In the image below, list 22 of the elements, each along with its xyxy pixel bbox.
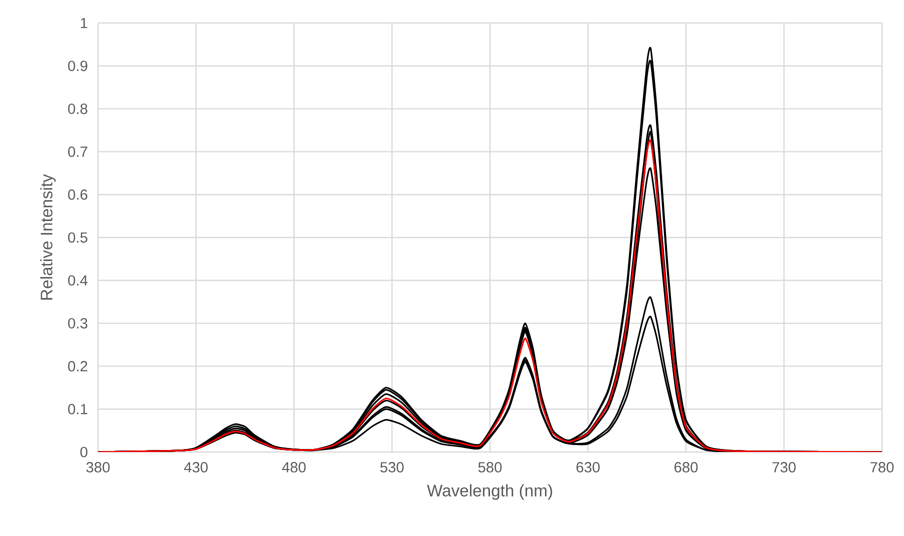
y-tick-label: 0.1: [68, 404, 88, 414]
y-tick-label: 0.8: [68, 104, 88, 114]
x-tick-label: 380: [86, 462, 110, 472]
x-tick-label: 430: [184, 462, 208, 472]
x-tick-label: 680: [674, 462, 698, 472]
x-tick-label: 730: [772, 462, 796, 472]
y-tick-label: 0.9: [68, 60, 88, 72]
y-tick-label: 0.2: [68, 361, 88, 372]
x-tick-label: 580: [478, 462, 502, 472]
x-axis-title: Wavelength (nm): [426, 484, 552, 500]
y-tick-label: 1: [80, 18, 88, 28]
x-tick-label: 530: [380, 462, 404, 472]
y-tick-label: 0.5: [68, 232, 88, 243]
y-axis-title: Relative Intensity: [40, 174, 56, 300]
x-tick-label: 630: [576, 462, 600, 472]
y-tick-label: 0.3: [68, 318, 88, 328]
y-tick-label: 0.6: [68, 189, 88, 200]
y-tick-label: 0.7: [68, 146, 88, 157]
y-tick-label: 0.4: [68, 275, 88, 286]
x-tick-label: 480: [282, 462, 306, 472]
x-tick-label: 780: [870, 462, 894, 472]
y-tick-label: 0: [80, 446, 88, 458]
